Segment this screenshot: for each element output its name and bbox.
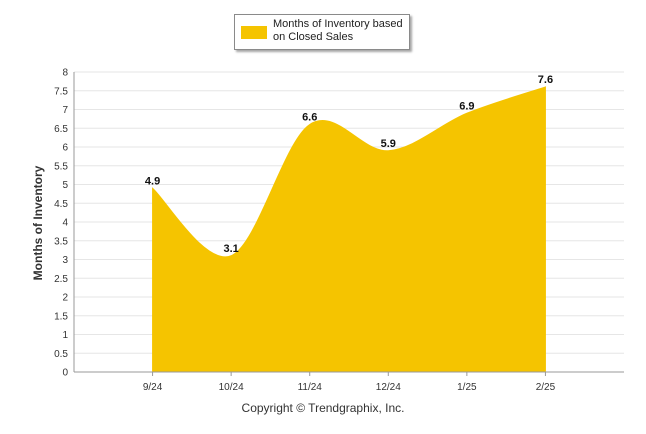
y-tick-label: 1.5 bbox=[54, 311, 68, 322]
x-tick-label: 2/25 bbox=[536, 382, 556, 393]
y-tick-label: 3 bbox=[62, 255, 68, 266]
area-fill bbox=[152, 86, 546, 373]
legend-swatch bbox=[241, 26, 267, 39]
y-tick-label: 2 bbox=[62, 293, 68, 304]
x-tick-label: 9/24 bbox=[143, 382, 163, 393]
x-tick-label: 11/24 bbox=[298, 382, 323, 393]
data-label: 6.9 bbox=[459, 100, 474, 112]
y-tick-label: 7.5 bbox=[54, 86, 68, 97]
y-tick-label: 6.5 bbox=[54, 124, 68, 135]
x-tick-label: 10/24 bbox=[219, 382, 244, 393]
y-tick-label: 6 bbox=[62, 143, 68, 154]
y-tick-label: 3.5 bbox=[54, 236, 68, 247]
y-tick-label: 5.5 bbox=[54, 161, 68, 172]
x-tick-labels: 9/24 10/24 11/24 12/24 1/25 2/25 bbox=[143, 382, 556, 393]
x-tick-label: 1/25 bbox=[457, 382, 477, 393]
x-tick-label: 12/24 bbox=[376, 382, 401, 393]
y-tick-label: 7 bbox=[62, 105, 68, 116]
data-label: 3.1 bbox=[223, 243, 238, 255]
axes bbox=[73, 72, 624, 376]
data-labels: 4.9 3.1 6.6 5.9 6.9 7.6 bbox=[145, 74, 553, 255]
data-label: 5.9 bbox=[381, 138, 396, 150]
y-tick-label: 0 bbox=[62, 368, 68, 379]
data-label: 4.9 bbox=[145, 175, 160, 187]
y-tick-labels: 0 0.5 1 1.5 2 2.5 3 3.5 4 4.5 5 5.5 6 6.5 7 7.5 8 bbox=[54, 68, 68, 379]
y-tick-label: 8 bbox=[62, 68, 68, 79]
legend-label: Months of Inventory based on Closed Sale… bbox=[273, 18, 403, 43]
y-tick-label: 4.5 bbox=[54, 199, 68, 210]
area-series bbox=[152, 86, 546, 373]
y-tick-label: 5 bbox=[62, 180, 68, 191]
y-tick-label: 2.5 bbox=[54, 274, 68, 285]
data-label: 6.6 bbox=[302, 112, 317, 124]
data-label: 7.6 bbox=[538, 74, 553, 86]
legend: Months of Inventory based on Closed Sale… bbox=[234, 14, 410, 50]
copyright-footer: Copyright © Trendgraphix, Inc. bbox=[241, 401, 405, 415]
y-tick-label: 4 bbox=[62, 218, 68, 229]
y-tick-label: 1 bbox=[62, 330, 68, 341]
y-tick-label: 0.5 bbox=[54, 349, 68, 360]
y-axis-title: Months of Inventory bbox=[31, 165, 45, 280]
